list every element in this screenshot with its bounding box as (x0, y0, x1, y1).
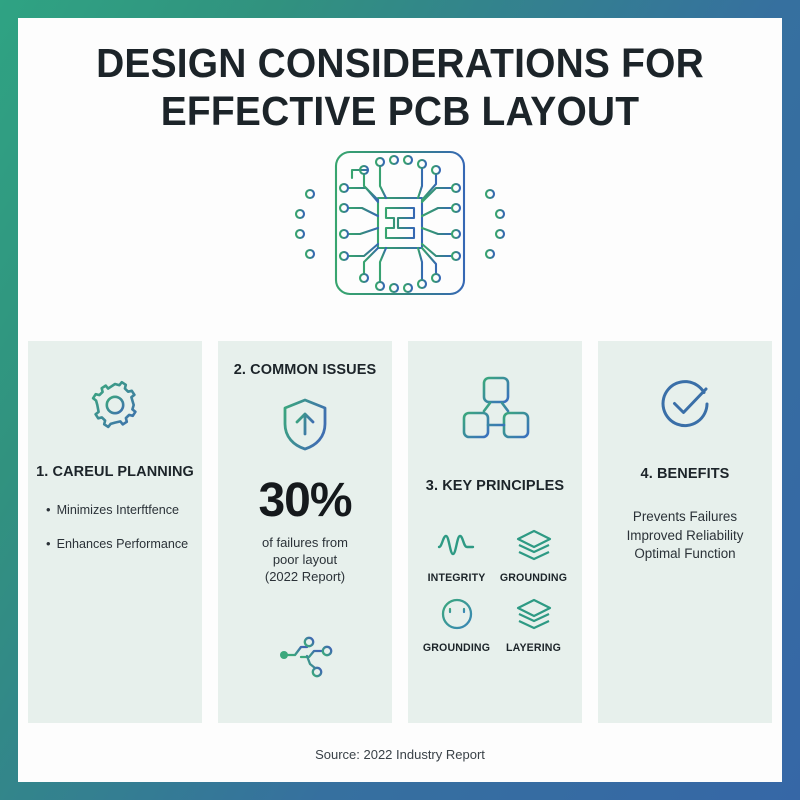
list-item: • Minimizes Interftfence (46, 502, 192, 518)
card-common-issues[interactable]: 2. COMMON ISSUES 30% of failures f (218, 341, 392, 723)
check-circle-icon (658, 377, 712, 436)
ground-symbol-icon (437, 596, 477, 637)
bullet-dot-icon: • (46, 502, 51, 517)
principle-layering[interactable]: LAYERING (506, 596, 561, 654)
stat-caption-line-3: (2022 Report) (264, 569, 346, 585)
shield-up-arrow-icon (279, 396, 331, 457)
infographic-canvas: DESIGN CONSIDERATIONS FOR EFFECTIVE PCB … (18, 18, 782, 782)
benefit-line: Optimal Function (634, 546, 736, 561)
stat-number: 30% (258, 474, 352, 527)
title-line-2: EFFECTIVE PCB LAYOUT (160, 87, 640, 134)
principle-label: INTEGRITY (427, 572, 486, 584)
node-diagram-icon (459, 373, 531, 450)
principle-grounding-symbol[interactable]: GROUNDING (423, 596, 490, 654)
card-benefits[interactable]: 4. BENEFITS Prevents Failures Improved R… (598, 341, 772, 723)
cards-row: 1. CAREUL PLANNING • Minimizes Interftfe… (28, 341, 772, 723)
card-title: 2. COMMON ISSUES (233, 362, 377, 378)
principle-grounding-layers[interactable]: GROUNDING (500, 528, 567, 584)
source-note: Source: 2022 Industry Report (315, 747, 485, 762)
page-title: DESIGN CONSIDERATIONS FOR EFFECTIVE PCB … (18, 40, 782, 135)
card-title: 1. CAREUL PLANNING (36, 464, 194, 480)
list-item: • Enhances Performance (46, 536, 192, 552)
principle-label: GROUNDING (499, 572, 568, 584)
layers-icon (514, 596, 554, 637)
card-title: 3. KEY PRINCIPLES (425, 478, 565, 494)
card-key-principles[interactable]: 3. KEY PRINCIPLES INTEGRITY (408, 341, 582, 723)
waveform-icon (436, 528, 476, 567)
stat-caption-line-1: of failures from (262, 535, 348, 550)
card-title: 4. BENEFITS (640, 466, 730, 482)
benefit-line: Prevents Failures (632, 509, 738, 524)
principle-label: GROUNDING (422, 642, 491, 654)
layers-icon (514, 528, 554, 567)
circuit-node-icon (277, 629, 333, 686)
bullet-dot-icon: • (46, 536, 51, 552)
stat-caption-line-2: poor layout (272, 552, 338, 568)
gear-icon (89, 379, 141, 436)
principle-integrity[interactable]: INTEGRITY (428, 528, 486, 584)
bullet-text: Enhances Performance (56, 537, 189, 552)
principle-label: LAYERING (506, 642, 561, 654)
benefit-line: Improved Reliability (626, 527, 744, 543)
title-line-1: DESIGN CONSIDERATIONS FOR (96, 40, 704, 86)
bullet-text: Minimizes Interftfence (56, 503, 180, 517)
card-careful-planning[interactable]: 1. CAREUL PLANNING • Minimizes Interftfe… (28, 341, 202, 723)
pcb-chip-icon (290, 138, 510, 308)
